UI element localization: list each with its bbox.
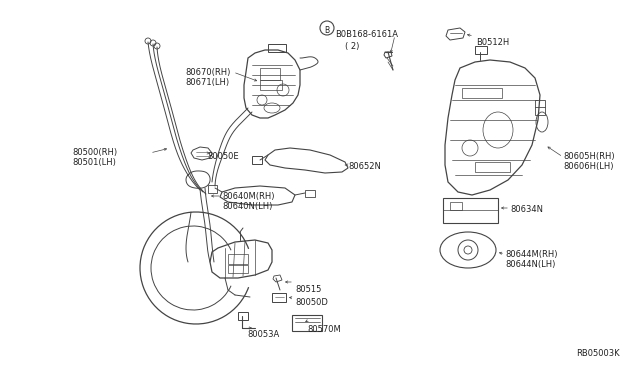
Text: 80050D: 80050D bbox=[295, 298, 328, 307]
Text: B0512H: B0512H bbox=[476, 38, 509, 47]
Text: 80053A: 80053A bbox=[247, 330, 279, 339]
Bar bbox=[272, 293, 286, 302]
Bar bbox=[292, 315, 322, 331]
Text: 80640N(LH): 80640N(LH) bbox=[222, 202, 273, 211]
Text: 80644N(LH): 80644N(LH) bbox=[505, 260, 556, 269]
Bar bbox=[208, 185, 217, 193]
Bar bbox=[268, 44, 286, 52]
Text: RB05003K: RB05003K bbox=[577, 349, 620, 358]
Text: B: B bbox=[324, 26, 330, 35]
Bar bbox=[260, 68, 280, 80]
Bar bbox=[535, 100, 545, 115]
Text: 80644M(RH): 80644M(RH) bbox=[505, 250, 557, 259]
Text: ( 2): ( 2) bbox=[345, 42, 360, 51]
Text: 80634N: 80634N bbox=[510, 205, 543, 214]
Text: 80605H(RH): 80605H(RH) bbox=[563, 152, 614, 161]
Bar bbox=[228, 254, 248, 264]
Text: 80606H(LH): 80606H(LH) bbox=[563, 162, 614, 171]
Text: 80515: 80515 bbox=[295, 285, 321, 294]
Bar bbox=[475, 162, 510, 172]
Text: 80670(RH): 80670(RH) bbox=[185, 68, 230, 77]
Text: B0B168-6161A: B0B168-6161A bbox=[335, 30, 398, 39]
Text: 80570M: 80570M bbox=[307, 325, 340, 334]
Text: 80640M(RH): 80640M(RH) bbox=[222, 192, 275, 201]
Text: 80050E: 80050E bbox=[207, 152, 239, 161]
Text: 80501(LH): 80501(LH) bbox=[72, 158, 116, 167]
Bar bbox=[238, 312, 248, 320]
Text: 80671(LH): 80671(LH) bbox=[185, 78, 229, 87]
Bar bbox=[228, 265, 248, 273]
Bar bbox=[450, 202, 462, 210]
Bar bbox=[443, 198, 498, 223]
Bar bbox=[260, 80, 282, 90]
Bar bbox=[305, 190, 315, 197]
Bar bbox=[252, 156, 262, 164]
Bar bbox=[462, 88, 502, 98]
Bar bbox=[475, 46, 487, 54]
Text: 80652N: 80652N bbox=[348, 162, 381, 171]
Text: 80500(RH): 80500(RH) bbox=[72, 148, 117, 157]
